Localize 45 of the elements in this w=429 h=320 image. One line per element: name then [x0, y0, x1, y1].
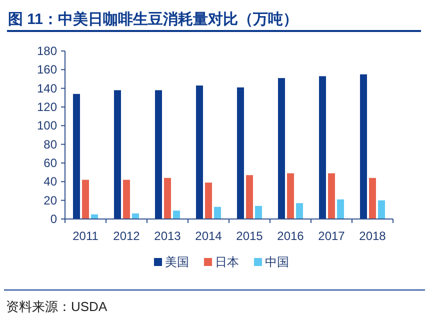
y-tick-label: 180: [36, 44, 58, 58]
bar: [164, 178, 171, 219]
y-tick-label: 60: [44, 156, 58, 170]
bar: [237, 87, 244, 219]
bar: [319, 76, 326, 219]
y-tick-label: 100: [36, 118, 58, 133]
chart-title: 图 11：中美日咖啡生豆消耗量对比（万吨）: [8, 10, 298, 28]
text: 资料来源：USDA: [6, 299, 108, 314]
bar: [369, 178, 376, 219]
bar: [73, 94, 80, 219]
bar: [82, 180, 89, 219]
bar: [123, 180, 130, 219]
x-tick-label: 2018: [359, 229, 386, 243]
y-tick-label: 20: [44, 193, 58, 208]
legend-label: 美国: [165, 255, 189, 269]
bar: [360, 74, 367, 219]
x-tick-label: 2012: [113, 229, 140, 243]
legend-label: 中国: [265, 255, 289, 269]
bar: [328, 173, 335, 219]
bar: [114, 90, 121, 219]
bar: [173, 210, 180, 219]
bar: [214, 206, 221, 219]
bar: [205, 182, 212, 219]
y-tick-label: 40: [44, 174, 58, 189]
x-tick-label: 2014: [195, 229, 222, 243]
y-tick-label: 0: [50, 212, 58, 226]
y-tick-label: 160: [36, 62, 58, 77]
legend-label: 日本: [215, 255, 239, 269]
bar: [378, 200, 385, 219]
bar: [296, 203, 303, 219]
y-tick-label: 120: [36, 100, 58, 114]
bar: [196, 86, 203, 219]
y-tick-label: 140: [36, 81, 58, 96]
bar: [246, 175, 253, 219]
x-tick-label: 2013: [154, 229, 182, 243]
bar: [287, 173, 294, 219]
x-tick-label: 2016: [277, 229, 304, 243]
bar: [255, 206, 262, 219]
bar: [155, 90, 162, 219]
x-tick-label: 2011: [72, 229, 99, 243]
bar: [278, 78, 285, 219]
x-tick-label: 2015: [236, 229, 264, 243]
x-tick-label: 2017: [318, 229, 346, 243]
y-tick-label: 80: [44, 137, 58, 152]
bar: [337, 199, 344, 219]
